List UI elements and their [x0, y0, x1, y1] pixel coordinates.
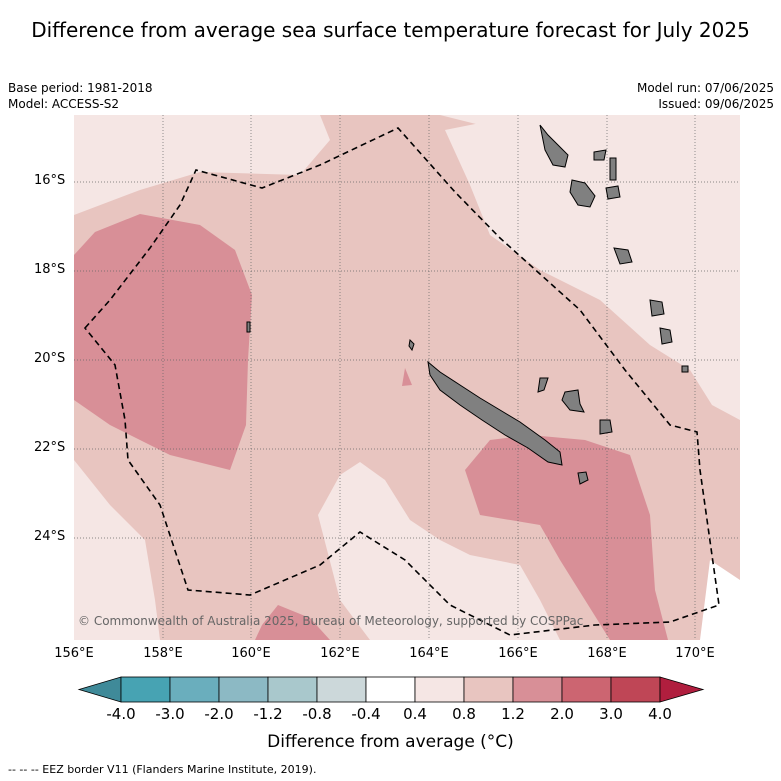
map-title: Difference from average sea surface temp…: [31, 18, 750, 42]
colorbar-swatch: [414, 676, 465, 703]
colorbar-tick-label: -3.0: [155, 705, 185, 723]
anomaly-0.4-0.8-southwest: [74, 460, 160, 640]
lon-tick-158e: 158°E: [143, 646, 183, 661]
gridlines: [74, 115, 740, 640]
colorbar-swatch: [169, 676, 220, 703]
colorbar-tick-label: 4.0: [648, 705, 672, 723]
colorbar-tick-label: -1.2: [253, 705, 283, 723]
lon-tick-168e: 168°E: [587, 646, 627, 661]
anomaly-field: [74, 115, 740, 640]
landmasses: [246, 124, 689, 485]
lon-tick-164e: 164°E: [409, 646, 449, 661]
anomaly-1.2-2.0-south: [255, 605, 330, 640]
lon-tick-160e: 160°E: [231, 646, 271, 661]
lat-tick-20s: 20°S: [34, 351, 66, 366]
espiritu-santo-land: [539, 124, 569, 168]
ambae-land: [593, 149, 607, 161]
anomaly-1.2-2.0-small-patch: [402, 368, 412, 386]
eez-note: -- -- -- EEZ border V11 (Flanders Marine…: [8, 763, 317, 776]
erromango-land: [649, 299, 665, 317]
ouvea-land: [537, 377, 549, 393]
model-run: Model run: 07/06/2025: [636, 81, 774, 95]
colorbar-swatch: [463, 676, 514, 703]
anomaly-0.4-0.8-east: [445, 115, 740, 420]
tanna-land: [659, 327, 673, 345]
colorbar-tick-label: -0.4: [351, 705, 381, 723]
colorbar-swatch: [267, 676, 318, 703]
copyright-credit: © Commonwealth of Australia 2025, Bureau…: [78, 614, 584, 628]
lon-tick-166e: 166°E: [498, 646, 538, 661]
lon-tick-170e: 170°E: [675, 646, 715, 661]
isle-of-pines-land: [577, 471, 589, 485]
colorbar-tick-label: -4.0: [106, 705, 136, 723]
colorbar-tick-label: 0.4: [403, 705, 427, 723]
chesterfield-islet-land: [246, 321, 251, 333]
lon-tick-162e: 162°E: [320, 646, 360, 661]
lon-tick-156e: 156°E: [54, 646, 94, 661]
new-caledonia-land: [427, 360, 563, 466]
malakula-land: [569, 179, 596, 208]
anomaly-1.2-2.0-west: [74, 214, 252, 470]
colorbar-swatch: [120, 676, 171, 703]
colorbar-swatch: [218, 676, 269, 703]
colorbar-swatch: [365, 676, 416, 703]
lat-tick-24s: 24°S: [34, 529, 66, 544]
pentecost-land: [609, 157, 617, 181]
meta-right: Model run: 07/06/2025 Issued: 09/06/2025: [637, 80, 774, 112]
efate-land: [613, 247, 633, 265]
meta-left: Base period: 1981-2018 Model: ACCESS-S2: [8, 80, 153, 112]
mare-land: [599, 419, 613, 435]
belep-islet-land: [408, 338, 415, 352]
issued-date: Issued: 09/06/2025: [658, 97, 774, 111]
colorbar-low-extension: [77, 676, 122, 703]
lifou-land: [561, 389, 585, 413]
anomaly-below-0.4-southeast: [700, 560, 740, 640]
colorbar: [77, 676, 705, 703]
colorbar-high-extension: [659, 676, 705, 703]
colorbar-tick-label: 1.2: [501, 705, 525, 723]
colorbar-tick-label: -2.0: [204, 705, 234, 723]
model-name: Model: ACCESS-S2: [8, 97, 120, 111]
colorbar-swatch: [512, 676, 563, 703]
colorbar-tick-label: 2.0: [550, 705, 574, 723]
lat-tick-16s: 16°S: [34, 173, 66, 188]
anomaly-1.2-2.0-southeast: [465, 435, 668, 640]
colorbar-tick-label: 0.8: [452, 705, 476, 723]
eez-border-line: [83, 127, 720, 636]
epi-land: [605, 185, 621, 200]
base-period: Base period: 1981-2018: [8, 81, 153, 95]
colorbar-title: Difference from average (°C): [267, 732, 514, 752]
anomaly-0.4-0.8-south: [318, 462, 560, 640]
aneityum-land: [681, 365, 689, 373]
anomaly-0.4-0.8-northwest: [74, 115, 330, 215]
lat-tick-22s: 22°S: [34, 440, 66, 455]
colorbar-swatch: [561, 676, 612, 703]
colorbar-tick-label: -0.8: [302, 705, 332, 723]
lat-tick-18s: 18°S: [34, 262, 66, 277]
colorbar-swatch: [316, 676, 367, 703]
colorbar-tick-label: 3.0: [599, 705, 623, 723]
colorbar-swatch: [610, 676, 661, 703]
